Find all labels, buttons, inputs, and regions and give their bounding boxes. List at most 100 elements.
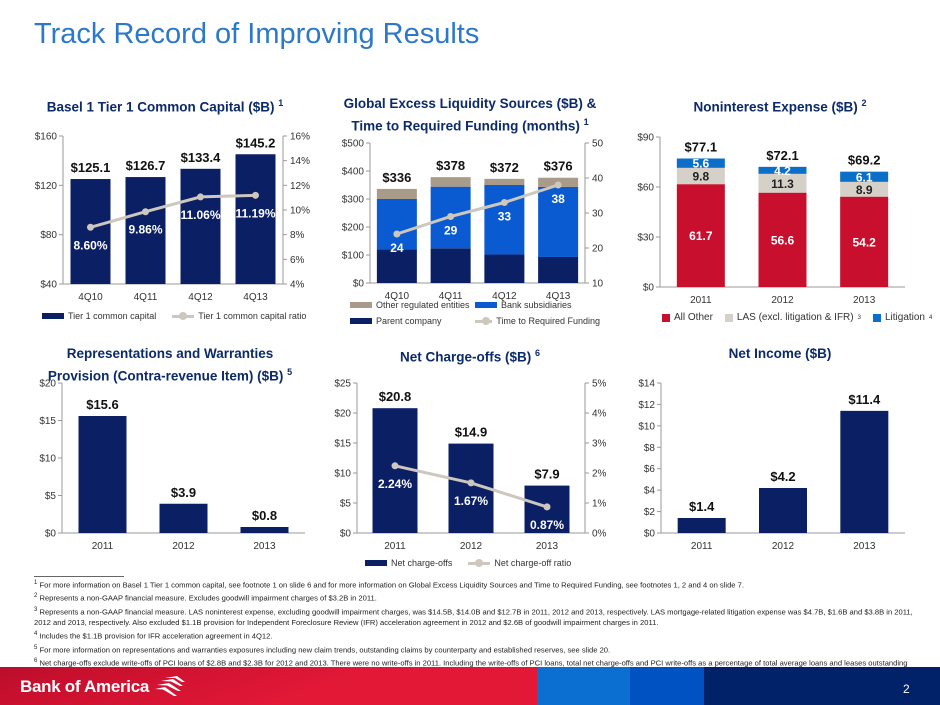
segment-label: 4.2: [774, 164, 791, 178]
chart-liquidity: $0 $100 $200 $300 $400 $500 10 20 30 40 50 $336 4Q10…: [342, 139, 604, 303]
bar-segment: [676, 167, 725, 185]
legend-swatch: [365, 560, 387, 566]
page-number: 2: [903, 682, 910, 696]
legend-liquidity: Other regulated entities Bank subsidiari…: [350, 300, 600, 326]
bank-of-america-logo: Bank of America: [20, 676, 191, 698]
line-point-label: 2.24%: [378, 477, 412, 491]
legend-item: Net charge-off ratio: [468, 558, 571, 568]
legend-tier1: Tier 1 common capital Tier 1 common capi…: [42, 311, 306, 321]
x-tick-label: 4Q11: [134, 292, 158, 303]
line-series: [396, 183, 559, 236]
footnote-1: 1 For more information on Basel 1 Tier 1…: [34, 578, 914, 591]
y-tick-label: $200: [342, 223, 365, 234]
footnote-2: 2 Represents a non-GAAP financial measur…: [34, 591, 914, 604]
footnote-text: For more information on representations …: [39, 645, 611, 655]
chart-rw: $0 $5 $10 $15 $20 $15.6 2011 $3.9 2012 $0.8 2013: [39, 379, 305, 552]
y2-tick-label: 4%: [592, 409, 607, 420]
chart-title-liquidity: Global Excess Liquidity Sources ($B) & Ti…: [320, 94, 620, 136]
segment-label: 6.1: [856, 170, 873, 184]
title-text-line2: Provision (Contra-revenue Item) ($B): [47, 368, 284, 384]
line-point-label: 38: [551, 192, 565, 206]
footer-band-red: [0, 667, 537, 705]
bar-value-label: $3.9: [171, 485, 196, 500]
bar-segment: [758, 166, 807, 174]
legend-label: Litigation: [884, 312, 925, 323]
legend-swatch: [468, 559, 491, 567]
bar-segment: [677, 518, 726, 533]
legend-item: Other regulated entities: [350, 300, 475, 310]
segment-label: 56.6: [771, 233, 795, 247]
legend-label: Tier 1 common capital: [68, 311, 157, 321]
line-point: [393, 230, 401, 238]
y2-tick-label: 5%: [592, 379, 607, 390]
y-tick-label: $0: [45, 529, 57, 540]
y-tick-label: $6: [644, 464, 656, 475]
line-point: [554, 181, 562, 189]
y2-tick-label: 2%: [592, 469, 607, 480]
bar-segment: [538, 256, 579, 283]
footnote-number: 1: [34, 580, 38, 586]
x-tick-label: 2013: [253, 541, 276, 552]
line-point-label: 24: [390, 241, 404, 255]
y-tick-label: $12: [638, 400, 655, 411]
chart-ni: $0 $2 $4 $6 $8 $10 $12 $14 $1.4 2011 $4.2 2012 $11.4…: [638, 379, 905, 552]
bar-value-label: $125.1: [71, 160, 111, 175]
legend-label: Net charge-off ratio: [494, 558, 572, 568]
bar-value-label: $1.4: [689, 499, 715, 514]
y-tick-label: $8: [644, 443, 656, 454]
y-tick-label: $5: [45, 491, 57, 502]
bar-value-label: $376: [544, 159, 573, 174]
flag-logo-icon: [155, 676, 186, 696]
y2-tick-label: 30: [592, 209, 604, 220]
title-text: Net Charge-offs ($B): [399, 349, 532, 365]
chart-title-nonint: Noninterest Expense ($B) 2: [630, 94, 930, 117]
legend-swatch: [475, 302, 497, 308]
legend-label: All Other: [674, 312, 713, 323]
footnote-divider: [34, 576, 124, 577]
footnote-text: For more information on Basel 1 Tier 1 c…: [39, 580, 744, 590]
bar-segment: [840, 181, 889, 197]
y-tick-label: $300: [342, 195, 365, 206]
line-point: [467, 479, 475, 487]
legend-item: All Other: [662, 312, 713, 323]
footnote-number: 6: [34, 658, 38, 665]
bar-segment: [840, 410, 889, 533]
y-tick-label: $100: [342, 251, 365, 262]
legend-swatch: [724, 313, 733, 322]
y-tick-label: $40: [40, 280, 57, 291]
legend-item: Tier 1 common capital: [42, 311, 156, 321]
segment-label: 54.2: [852, 235, 876, 249]
bar-segment: [159, 503, 208, 533]
bar-value-label: $145.2: [236, 135, 276, 150]
x-tick-label: 4Q13: [243, 292, 268, 303]
y-tick-label: $20: [39, 379, 56, 390]
legend-swatch: [350, 318, 372, 324]
title-text: Basel 1 Tier 1 Common Capital ($B): [46, 99, 275, 115]
chart-tier1: $40 $80 $120 $160 4% 6% 8% 10% 12% 14% 16% $125.1 4Q…: [35, 132, 310, 304]
bar-value-label: $0.8: [252, 508, 277, 523]
footnote-number: 4: [34, 631, 38, 638]
footnote-ref: 5: [287, 367, 293, 377]
y-tick-label: $0: [340, 529, 352, 540]
line-point-label: 0.87%: [530, 518, 564, 532]
footnote-number: 3: [34, 606, 38, 613]
line-point-label: 11.19%: [235, 206, 275, 220]
segment-label: 61.7: [689, 229, 713, 243]
bar-segment: [180, 168, 221, 284]
bar-value-label: $126.7: [126, 158, 166, 173]
title-text: Noninterest Expense ($B): [693, 99, 858, 115]
x-tick-label: 2011: [384, 541, 406, 552]
bar-segment: [70, 179, 111, 284]
bar-segment: [676, 184, 725, 287]
bar-value-label: $72.1: [766, 148, 799, 163]
legend-item: Litigation 4: [872, 312, 932, 323]
line-point-label: 29: [444, 224, 458, 238]
y-tick-label: $15: [334, 439, 351, 450]
y-tick-label: $0: [353, 279, 365, 290]
y-tick-label: $20: [334, 409, 351, 420]
y-tick-label: $4: [644, 486, 656, 497]
y-tick-label: $160: [35, 132, 58, 143]
y-tick-label: $15: [39, 416, 56, 427]
legend-swatch: [475, 317, 493, 325]
x-tick-label: 2012: [460, 541, 483, 552]
